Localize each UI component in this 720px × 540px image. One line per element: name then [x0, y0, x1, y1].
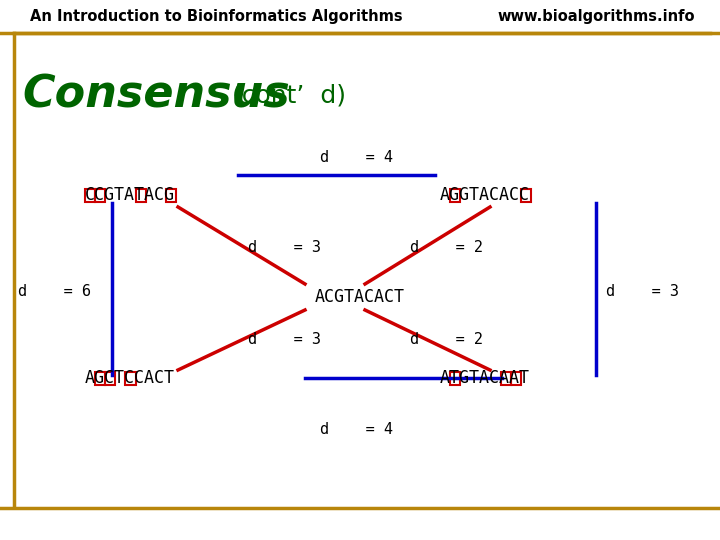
Text: d    = 3: d = 3	[248, 240, 321, 254]
Text: ATGTACAAT: ATGTACAAT	[440, 369, 530, 387]
Bar	[450, 372, 460, 384]
Bar	[125, 372, 135, 384]
Text: d    = 2: d = 2	[410, 240, 483, 254]
Text: d    = 4: d = 4	[320, 151, 393, 165]
Bar	[105, 372, 115, 384]
Text: d    = 4: d = 4	[320, 422, 393, 437]
Text: d    = 6: d = 6	[18, 285, 91, 300]
Text: d    = 2: d = 2	[410, 333, 483, 348]
Text: d    = 3: d = 3	[606, 285, 679, 300]
Bar	[450, 188, 460, 201]
Text: Consensus: Consensus	[22, 73, 289, 117]
Text: (cont’  d): (cont’ d)	[232, 83, 346, 107]
Bar	[84, 188, 95, 201]
Bar	[521, 188, 531, 201]
Bar	[166, 188, 176, 201]
Text: AGGTACACC: AGGTACACC	[440, 186, 530, 204]
Text: An Introduction to Bioinformatics Algorithms: An Introduction to Bioinformatics Algori…	[30, 9, 402, 24]
Text: AGCTCCACT: AGCTCCACT	[85, 369, 175, 387]
Text: www.bioalgorithms.info: www.bioalgorithms.info	[498, 9, 695, 24]
Bar	[95, 372, 105, 384]
Text: d    = 3: d = 3	[248, 333, 321, 348]
Text: ACGTACACT: ACGTACACT	[315, 288, 405, 306]
Bar	[500, 372, 511, 384]
Bar	[135, 188, 145, 201]
Bar	[95, 188, 105, 201]
Bar	[511, 372, 521, 384]
Text: CCGTATACG: CCGTATACG	[85, 186, 175, 204]
